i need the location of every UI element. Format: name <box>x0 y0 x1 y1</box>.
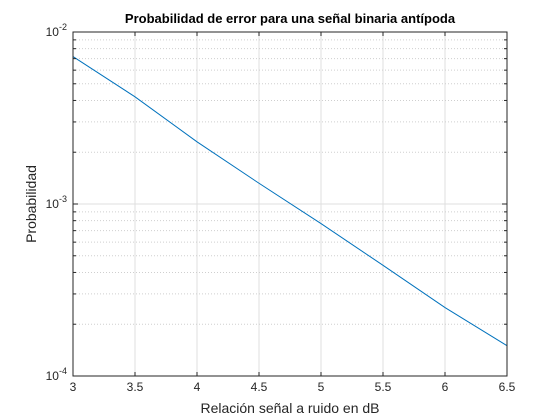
x-tick-label: 6 <box>442 380 449 394</box>
x-axis-label: Relación señal a ruido en dB <box>200 400 379 416</box>
x-tick-labels: 3 3.5 4 4.5 5 5.5 6 6.5 <box>70 380 516 394</box>
y-tick-label: 10-4 <box>46 366 67 383</box>
y-tick-label: 10-3 <box>46 194 67 211</box>
x-tick-label: 4 <box>194 380 201 394</box>
series-line <box>72 56 508 347</box>
y-tick-label: 10-2 <box>46 22 67 39</box>
grid-lines <box>73 32 507 376</box>
chart-title: Probabilidad de error para una señal bin… <box>125 11 456 26</box>
x-tick-label: 5 <box>318 380 325 394</box>
x-tick-label: 3 <box>70 380 77 394</box>
x-tick-label: 3.5 <box>127 380 144 394</box>
x-tick-label: 6.5 <box>499 380 516 394</box>
tick-marks <box>72 31 508 377</box>
x-tick-label: 4.5 <box>251 380 268 394</box>
y-axis-label: Probabilidad <box>23 165 39 243</box>
series-layer <box>72 56 508 347</box>
x-tick-label: 5.5 <box>375 380 392 394</box>
y-tick-labels: 10-4 10-3 10-2 <box>46 22 67 383</box>
